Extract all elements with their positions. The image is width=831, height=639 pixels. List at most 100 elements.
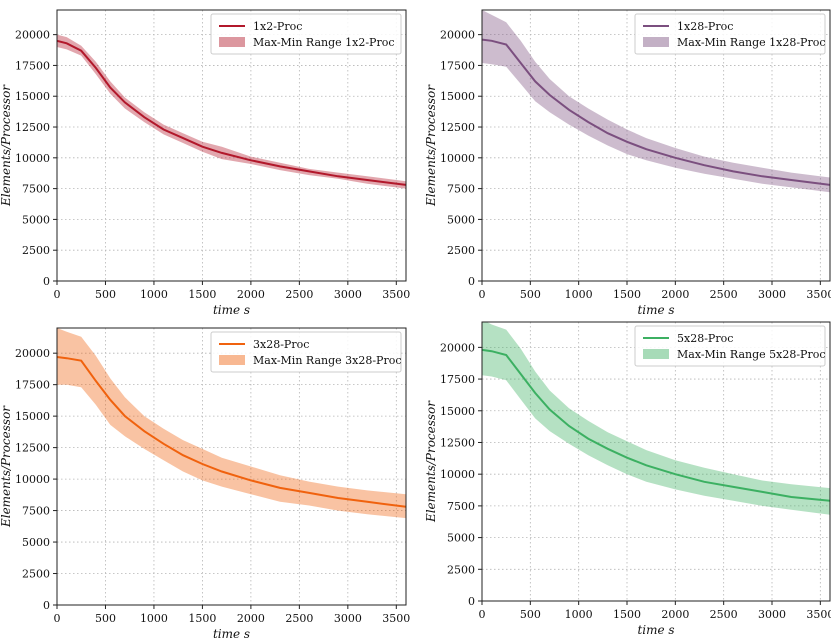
x-tick-label: 3500	[382, 612, 410, 625]
legend-box	[210, 13, 402, 55]
legend-label-series: 3x28-Proc	[253, 338, 309, 351]
x-axis-label: time s	[213, 627, 250, 639]
y-tick-label: 7500	[22, 183, 50, 196]
series-line	[482, 38, 830, 186]
y-tick-label: 5000	[22, 213, 50, 226]
y-axis-label: Elements/Processor	[0, 84, 13, 207]
x-tick-label: 3500	[806, 608, 831, 621]
x-tick-label: 1000	[565, 608, 593, 621]
x-axis-label: time s	[213, 303, 250, 317]
x-tick-label: 500	[95, 612, 116, 625]
x-tick-label: 1500	[613, 288, 641, 301]
y-tick-label: 5000	[22, 536, 50, 549]
y-tick-label: 10000	[440, 468, 475, 481]
x-tick-label: 2500	[285, 612, 313, 625]
legend-box	[634, 325, 826, 367]
y-tick-label: 20000	[440, 29, 475, 42]
range-band	[482, 10, 830, 193]
x-tick-label: 3000	[758, 288, 786, 301]
range-band	[57, 34, 406, 189]
x-tick-label: 1500	[188, 288, 216, 301]
legend: 5x28-Proc Max-Min Range 5x28-Proc	[634, 325, 826, 367]
legend: 1x2-Proc Max-Min Range 1x2-Proc	[210, 13, 402, 55]
x-tick-label: 2500	[710, 288, 738, 301]
y-tick-label: 15000	[15, 90, 50, 103]
y-tick-label: 2500	[22, 568, 50, 581]
x-tick-label: 1000	[140, 612, 168, 625]
y-tick-label: 20000	[15, 29, 50, 42]
plot-frame	[56, 327, 407, 606]
y-tick-label: 12500	[440, 436, 475, 449]
legend-label-series: 5x28-Proc	[677, 332, 733, 345]
y-tick-label: 15000	[15, 410, 50, 423]
y-tick-label: 10000	[440, 152, 475, 165]
legend-band-swatch	[643, 349, 669, 359]
legend-box	[210, 331, 402, 373]
y-tick-label: 12500	[15, 442, 50, 455]
y-tick-label: 2500	[447, 244, 475, 257]
legend-box	[634, 13, 826, 55]
x-tick-label: 2500	[710, 608, 738, 621]
y-tick-label: 7500	[447, 500, 475, 513]
x-tick-label: 1500	[188, 612, 216, 625]
series-line	[57, 356, 406, 508]
plot-frame	[56, 9, 407, 282]
y-tick-label: 17500	[15, 379, 50, 392]
chart-panel-2: 0 500 1000 1500 2000 2500 3000 3500 0 2500 5000 750…	[424, 9, 831, 317]
x-tick-label: 3500	[382, 288, 410, 301]
x-tick-label: 3000	[334, 612, 362, 625]
y-tick-label: 5000	[447, 213, 475, 226]
y-tick-label: 0	[468, 595, 475, 608]
y-tick-label: 15000	[440, 90, 475, 103]
x-axis-label: time s	[637, 623, 674, 637]
x-tick-label: 500	[95, 288, 116, 301]
legend-label-range: Max-Min Range 1x2-Proc	[253, 36, 395, 49]
y-tick-label: 10000	[15, 152, 50, 165]
y-tick-label: 2500	[22, 244, 50, 257]
legend-label-series: 1x2-Proc	[253, 20, 302, 33]
y-tick-label: 7500	[447, 183, 475, 196]
chart-panel-4: 0 500 1000 1500 2000 2500 3000 3500 0 2500 5000 750…	[424, 321, 831, 637]
x-tick-label: 2000	[661, 288, 689, 301]
x-tick-label: 0	[479, 288, 486, 301]
x-tick-label: 3000	[758, 608, 786, 621]
chart-panel-1: 0 500 1000 1500 2000 2500 3000 3500 0 2500 5000 750…	[0, 9, 410, 317]
y-tick-label: 20000	[15, 347, 50, 360]
legend: 1x28-Proc Max-Min Range 1x28-Proc	[634, 13, 826, 55]
legend-band-swatch	[643, 37, 669, 47]
y-tick-label: 15000	[440, 405, 475, 418]
legend-band-swatch	[219, 37, 245, 47]
y-tick-label: 0	[43, 275, 50, 288]
y-tick-label: 17500	[440, 59, 475, 72]
range-band	[482, 322, 830, 515]
legend-band-swatch	[219, 355, 245, 365]
x-tick-label: 0	[54, 612, 61, 625]
x-tick-label: 0	[479, 608, 486, 621]
y-tick-label: 0	[43, 599, 50, 612]
series-line	[482, 348, 830, 502]
range-band	[57, 328, 406, 519]
x-axis-label: time s	[637, 303, 674, 317]
y-tick-label: 5000	[447, 532, 475, 545]
y-tick-label: 0	[468, 275, 475, 288]
y-tick-label: 7500	[22, 505, 50, 518]
y-tick-label: 2500	[447, 563, 475, 576]
y-tick-label: 17500	[15, 59, 50, 72]
series-line	[57, 39, 406, 186]
y-axis-label: Elements/Processor	[0, 405, 13, 528]
legend-label-range: Max-Min Range 5x28-Proc	[677, 348, 826, 361]
x-tick-label: 2000	[661, 608, 689, 621]
y-tick-label: 10000	[15, 473, 50, 486]
y-tick-label: 12500	[15, 121, 50, 134]
x-tick-label: 2000	[237, 288, 265, 301]
y-axis-label: Elements/Processor	[424, 84, 438, 207]
legend-label-range: Max-Min Range 1x28-Proc	[677, 36, 826, 49]
y-tick-label: 12500	[440, 121, 475, 134]
chart-panel-3: 0 500 1000 1500 2000 2500 3000 3500 0 2500 5000 750…	[0, 327, 410, 639]
x-tick-label: 2500	[285, 288, 313, 301]
x-tick-label: 500	[520, 288, 541, 301]
legend-label-range: Max-Min Range 3x28-Proc	[253, 354, 402, 367]
y-axis-label: Elements/Processor	[424, 400, 438, 523]
y-tick-label: 17500	[440, 373, 475, 386]
